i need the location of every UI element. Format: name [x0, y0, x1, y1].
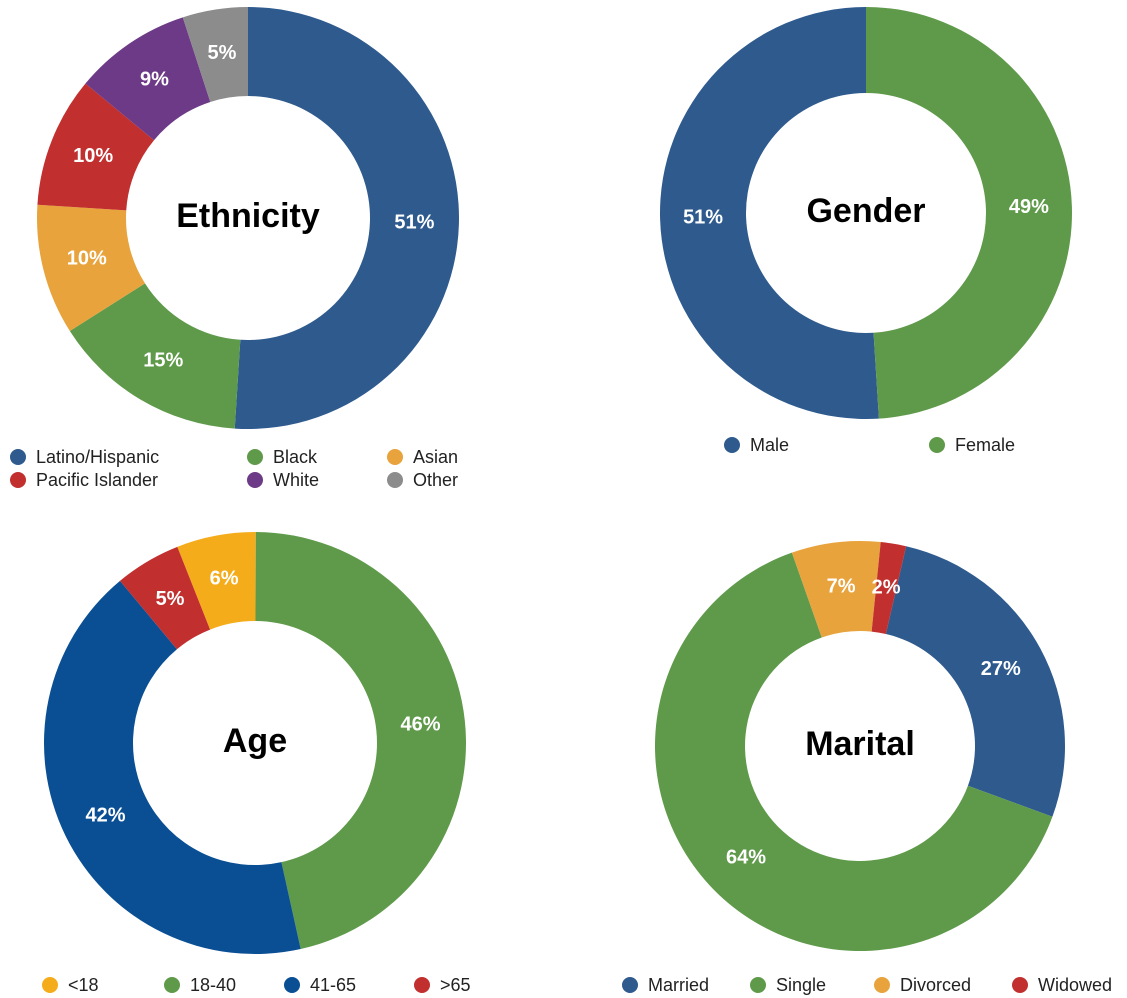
- legend-swatch: [929, 437, 945, 453]
- donut-chart: 27% 64% 7% 2% Marital Married Single Divorced Wi…: [622, 541, 1112, 995]
- legend-label: Male: [750, 435, 789, 455]
- legend-label: 41-65: [310, 975, 356, 995]
- donut-segment: [659, 7, 879, 420]
- legend-swatch: [622, 977, 638, 993]
- legend-label: Married: [648, 975, 709, 995]
- legend-label: Female: [955, 435, 1015, 455]
- legend-swatch: [10, 449, 26, 465]
- legend-swatch: [387, 472, 403, 488]
- legend-swatch: [724, 437, 740, 453]
- value-label: 15%: [143, 350, 183, 372]
- value-label: 9%: [140, 69, 169, 91]
- legend-label: Pacific Islander: [36, 470, 158, 490]
- value-label: 46%: [401, 713, 441, 735]
- chart-title: Marital: [805, 725, 915, 763]
- value-label: 64%: [726, 847, 766, 869]
- chart-title: Gender: [806, 192, 925, 230]
- value-label: 51%: [394, 212, 434, 234]
- value-label: 51%: [683, 206, 723, 228]
- donut-segment: [37, 204, 145, 332]
- legend-swatch: [42, 977, 58, 993]
- donut-segment: [871, 542, 907, 634]
- legend-label: <18: [68, 975, 99, 995]
- value-label: 7%: [827, 575, 856, 597]
- donut-chart: 51% 15% 10% 10% 9% 5% Ethnicity Latino/Hispanic…: [10, 6, 459, 490]
- value-label: 10%: [73, 145, 113, 167]
- donut-segment: [69, 283, 241, 429]
- value-label: 10%: [67, 248, 107, 270]
- legend-label: White: [273, 470, 319, 490]
- legend-label: Other: [413, 470, 458, 490]
- legend-swatch: [414, 977, 430, 993]
- legend-label: Black: [273, 447, 318, 467]
- legend-swatch: [387, 449, 403, 465]
- legend-label: 18-40: [190, 975, 236, 995]
- value-label: 42%: [86, 805, 126, 827]
- donut-segment: [234, 7, 459, 429]
- chart-title: Age: [223, 722, 287, 760]
- value-label: 6%: [210, 568, 239, 590]
- donut-segment: [866, 7, 1072, 419]
- donut-segment: [791, 541, 881, 638]
- legend-swatch: [164, 977, 180, 993]
- chart-title: Ethnicity: [176, 197, 320, 235]
- legend-swatch: [247, 449, 263, 465]
- value-label: 5%: [208, 42, 237, 64]
- donut-segment: [119, 546, 211, 650]
- legend-label: Widowed: [1038, 975, 1112, 995]
- legend-label: Divorced: [900, 975, 971, 995]
- donut-segment: [37, 83, 154, 211]
- value-label: 5%: [156, 588, 185, 610]
- donut-chart: 6% 46% 42% 5% Age <18 18-40 41-65 >65: [42, 532, 471, 995]
- value-label: 27%: [981, 658, 1021, 680]
- legend-swatch: [284, 977, 300, 993]
- donut-segment: [182, 6, 248, 102]
- donut-chart: 51% 49% Gender Male Female: [659, 7, 1072, 455]
- value-label: 2%: [872, 576, 901, 598]
- legend-swatch: [10, 472, 26, 488]
- donut-segment: [177, 532, 256, 630]
- value-label: 49%: [1009, 196, 1049, 218]
- donut-segment: [885, 546, 1065, 817]
- legend-swatch: [874, 977, 890, 993]
- donut-segment: [85, 17, 211, 141]
- legend-swatch: [247, 472, 263, 488]
- legend-swatch: [1012, 977, 1028, 993]
- legend-swatch: [750, 977, 766, 993]
- legend-label: >65: [440, 975, 471, 995]
- donut-segment: [44, 580, 301, 954]
- legend-label: Asian: [413, 447, 458, 467]
- legend-label: Single: [776, 975, 826, 995]
- legend-label: Latino/Hispanic: [36, 447, 159, 467]
- donut-segment: [255, 532, 466, 949]
- donut-segment: [655, 552, 1053, 952]
